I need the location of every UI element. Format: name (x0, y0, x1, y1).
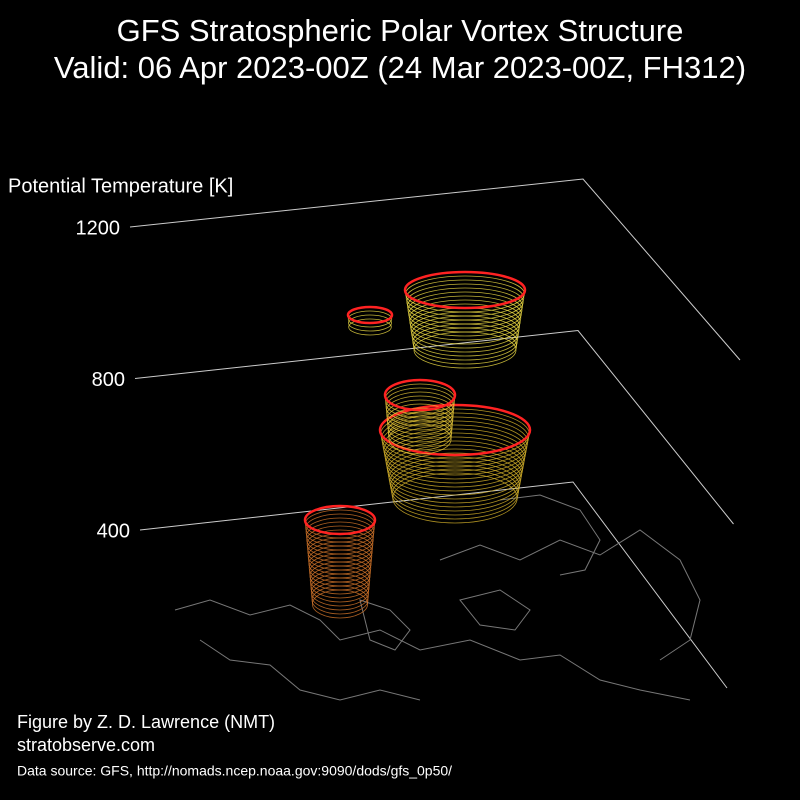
contour (386, 399, 454, 431)
contour (348, 318, 392, 336)
coastline (359, 599, 411, 651)
contour (311, 589, 369, 619)
chart-title: GFS Stratospheric Polar Vortex Structure (117, 13, 684, 48)
contour (310, 569, 370, 599)
contour (347, 310, 393, 328)
level-plane (134, 329, 734, 525)
contour (388, 452, 522, 504)
contour (413, 331, 517, 369)
contour (385, 391, 455, 423)
contour (384, 428, 526, 480)
z-tick-label: 1200 (76, 217, 121, 239)
contour-edge (383, 378, 457, 412)
z-axis-label: Potential Temperature [K] (8, 175, 233, 197)
contour (387, 444, 523, 496)
coastlines (174, 494, 701, 701)
credit: Figure by Z. D. Lawrence (NMT) (17, 712, 275, 732)
contour (387, 415, 453, 447)
contour (385, 436, 525, 488)
contour (311, 581, 369, 611)
contour (412, 327, 517, 365)
contour (412, 323, 518, 361)
contour (411, 319, 519, 357)
contour (392, 472, 518, 524)
contour (387, 411, 453, 443)
contour (390, 460, 520, 512)
contour (383, 424, 527, 476)
contour (309, 565, 371, 595)
contour (382, 420, 528, 472)
z-tick-label: 400 (97, 520, 130, 542)
contour (385, 387, 455, 419)
contour (409, 303, 521, 341)
contour (311, 585, 369, 615)
contour-edge (378, 403, 532, 457)
contour (388, 423, 452, 455)
contour (389, 456, 521, 508)
chart-subtitle: Valid: 06 Apr 2023-00Z (24 Mar 2023-00Z,… (54, 50, 746, 85)
contour (381, 412, 529, 464)
coastline (499, 494, 601, 576)
contour-edge (303, 504, 377, 536)
contour (310, 577, 370, 607)
contour (410, 311, 520, 349)
contour (348, 314, 392, 332)
contour (310, 573, 370, 603)
site: stratobserve.com (17, 735, 155, 755)
coastline (199, 639, 421, 701)
contour (386, 403, 454, 435)
source: Data source: GFS, http://nomads.ncep.noa… (17, 763, 452, 779)
vortex (303, 270, 532, 619)
contour-edge (346, 305, 394, 325)
contour (387, 448, 523, 500)
contour-edge (403, 270, 527, 310)
contour (408, 299, 522, 337)
contour (388, 419, 452, 451)
z-tick-label: 800 (92, 369, 125, 391)
contour (385, 395, 454, 427)
coastline (174, 599, 691, 701)
contour (390, 464, 520, 516)
contour (411, 315, 519, 353)
coastline (459, 589, 531, 631)
level-plane (129, 178, 741, 361)
level-plane (139, 481, 728, 689)
contour (387, 407, 453, 439)
contour (391, 468, 519, 520)
contour (386, 440, 524, 492)
coastline (439, 529, 701, 661)
contour (384, 432, 526, 484)
contour (381, 416, 529, 468)
